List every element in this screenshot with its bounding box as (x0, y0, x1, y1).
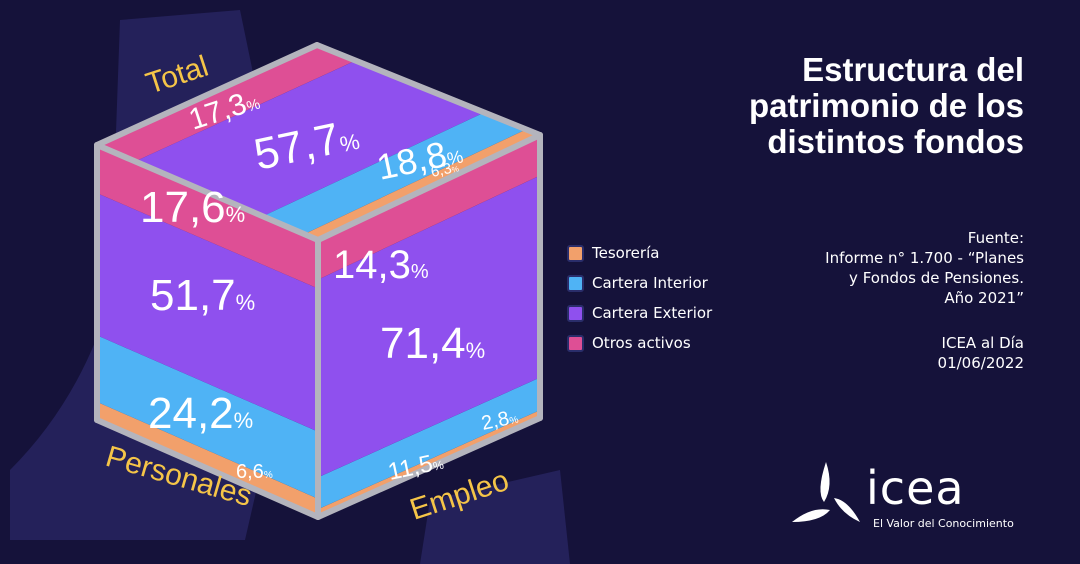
legend: Tesorería Cartera Interior Cartera Exter… (567, 238, 712, 358)
legend-label: Tesorería (592, 244, 660, 262)
data-label: 2,8% (479, 406, 520, 435)
chart-title: Estructura del patrimonio de los distint… (664, 52, 1024, 160)
title-line: patrimonio de los (748, 87, 1024, 124)
bar-segment-empleo-1 (318, 377, 540, 510)
source-line: Informe n° 1.700 - “Planes (825, 249, 1024, 267)
source-line: Año 2021” (944, 289, 1024, 307)
data-label: 71,4% (380, 319, 485, 368)
logo-wordmark: icea (866, 461, 965, 515)
bar-segment-personales-2 (97, 193, 318, 432)
legend-swatch-cartera-interior (567, 274, 584, 292)
icea-logo-icon (792, 462, 860, 522)
source-line: y Fondos de Pensiones. (849, 269, 1024, 287)
bar-segment-total-3 (97, 45, 356, 162)
legend-swatch-tesoreria (567, 244, 584, 262)
bar-segment-personales-3 (97, 144, 318, 289)
bar-segment-total-1 (262, 112, 527, 235)
publisher-name: ICEA al Día (941, 334, 1024, 352)
legend-label: Cartera Exterior (592, 304, 713, 322)
data-label: 17,6% (140, 183, 245, 232)
cube-edge (315, 132, 543, 243)
source-note: Fuente: Informe n° 1.700 - “Planes y Fon… (724, 228, 1024, 308)
data-label: 6,6% (236, 461, 273, 483)
bar-segment-empleo-2 (318, 175, 540, 478)
bar-segment-empleo-3 (318, 135, 540, 280)
source-line: Fuente: (967, 229, 1024, 247)
cube-edge (94, 142, 321, 243)
legend-label: Otros activos (592, 334, 691, 352)
bar-segment-personales-1 (97, 335, 318, 499)
legend-item-cartera-exterior: Cartera Exterior (567, 298, 712, 328)
cube-edge (314, 42, 543, 138)
logo-tagline: El Valor del Conocimiento (873, 517, 1014, 530)
data-label: 24,2% (148, 389, 253, 438)
title-line: Estructura del (802, 51, 1024, 88)
legend-swatch-cartera-exterior (567, 304, 584, 322)
cube-edge (315, 415, 543, 520)
publication-date: 01/06/2022 (937, 354, 1024, 372)
publication-info: ICEA al Día 01/06/2022 (724, 333, 1024, 373)
background-swoosh-lower (420, 470, 570, 564)
title-line: distintos fondos (767, 123, 1024, 160)
legend-item-tesoreria: Tesorería (567, 238, 712, 268)
legend-label: Cartera Interior (592, 274, 708, 292)
bar-segment-total-0 (304, 129, 541, 241)
cube-edge (94, 42, 320, 148)
data-label: 6,3% (429, 158, 460, 180)
data-label: 51,7% (150, 271, 255, 320)
data-label: 14,3% (333, 243, 429, 287)
legend-item-cartera-interior: Cartera Interior (567, 268, 712, 298)
cube-edge (94, 417, 321, 520)
bar-segment-total-2 (135, 60, 485, 217)
legend-swatch-otros-activos (567, 334, 584, 352)
bar-segment-personales-0 (97, 401, 318, 517)
legend-item-otros-activos: Otros activos (567, 328, 712, 358)
